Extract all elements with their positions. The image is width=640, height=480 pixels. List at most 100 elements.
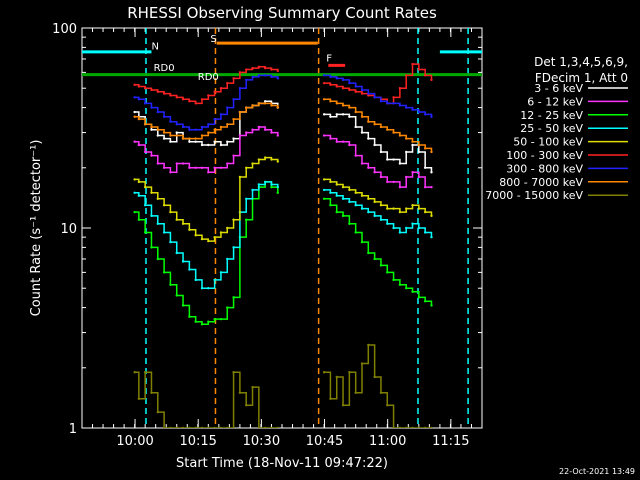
data-point: [169, 94, 172, 97]
data-point: [405, 226, 408, 230]
x-axis: 10:00 10:15 10:30 10:45 11:00 11:15: [81, 28, 483, 449]
data-point: [354, 125, 357, 129]
series-line: [134, 344, 432, 428]
data-point: [238, 134, 242, 137]
data-point: [270, 158, 273, 161]
data-point: [137, 117, 141, 121]
data-point: [430, 235, 433, 239]
data-point: [181, 426, 185, 428]
y-tick-label: 1: [69, 422, 77, 437]
data-point: [367, 92, 370, 95]
data-point: [232, 218, 235, 221]
data-point: [392, 278, 395, 282]
data-point: [341, 140, 345, 143]
data-point: [329, 83, 332, 86]
data-point: [194, 137, 197, 140]
data-point: [423, 147, 427, 150]
annotation-label: N: [151, 42, 158, 53]
data-point: [367, 137, 370, 140]
data-point: [232, 98, 235, 101]
legend-label: 7000 - 15000 keV: [485, 189, 583, 202]
data-point: [238, 110, 242, 114]
legend-label: 3 - 6 keV: [534, 82, 583, 95]
legend-label: 6 - 12 keV: [527, 95, 583, 108]
data-point: [232, 154, 235, 157]
data-point: [162, 271, 166, 274]
data-point: [175, 131, 178, 134]
series-line: [134, 98, 433, 152]
data-point: [181, 222, 185, 225]
series-line: [134, 181, 433, 326]
data-point: [251, 385, 254, 389]
data-point: [354, 154, 357, 157]
data-point: [405, 137, 408, 140]
data-point: [392, 102, 395, 105]
data-point: [156, 197, 159, 200]
data-point: [245, 131, 248, 134]
data-point: [200, 237, 204, 241]
data-point: [245, 197, 248, 200]
data-point: [238, 391, 242, 394]
data-point: [373, 171, 376, 174]
data-point: [354, 391, 357, 394]
data-point: [181, 125, 185, 129]
series-1: [133, 125, 433, 189]
data-point: [245, 218, 248, 221]
data-point: [219, 125, 223, 129]
data-point: [245, 166, 248, 169]
data-point: [162, 92, 166, 95]
data-point: [379, 391, 383, 394]
data-point: [398, 210, 402, 214]
data-point: [207, 171, 210, 174]
data-point: [257, 65, 261, 68]
data-point: [329, 100, 332, 103]
data-point: [322, 371, 326, 374]
data-point: [329, 75, 332, 79]
data-point: [329, 137, 332, 140]
data-point: [360, 194, 364, 197]
data-point: [194, 426, 197, 428]
data-point: [213, 278, 216, 282]
data-point: [430, 115, 433, 118]
data-point: [405, 150, 408, 154]
data-point: [133, 371, 136, 374]
data-point: [430, 426, 433, 428]
data-point: [348, 188, 351, 192]
data-point: [188, 228, 191, 231]
data-point: [162, 204, 166, 207]
data-point: [417, 426, 421, 428]
data-point: [417, 143, 421, 147]
data-point: [270, 426, 273, 428]
data-point: [386, 404, 389, 407]
x-tick-label: 10:30: [243, 434, 280, 449]
data-point: [238, 87, 242, 90]
data-point: [169, 240, 172, 244]
data-point: [348, 115, 351, 118]
data-point: [367, 210, 370, 214]
data-point: [417, 110, 421, 114]
data-point: [169, 140, 172, 143]
series-3: [133, 180, 433, 290]
annotation-label: RD0: [154, 63, 175, 74]
data-point: [213, 317, 216, 321]
data-point: [341, 185, 345, 189]
data-point: [354, 204, 357, 207]
data-point: [162, 231, 166, 234]
data-point: [143, 371, 147, 374]
data-point: [137, 85, 141, 88]
series-4: [133, 156, 433, 243]
data-point: [263, 128, 267, 131]
annotation-label: RD0: [198, 72, 219, 83]
data-point: [392, 180, 395, 184]
data-point: [232, 371, 235, 374]
data-point: [257, 158, 261, 161]
data-point: [207, 426, 210, 428]
data-point: [219, 426, 223, 428]
data-point: [411, 171, 414, 174]
data-point: [133, 115, 136, 118]
data-point: [379, 218, 383, 221]
data-point: [156, 410, 159, 414]
data-point: [373, 143, 376, 147]
data-point: [245, 68, 248, 71]
